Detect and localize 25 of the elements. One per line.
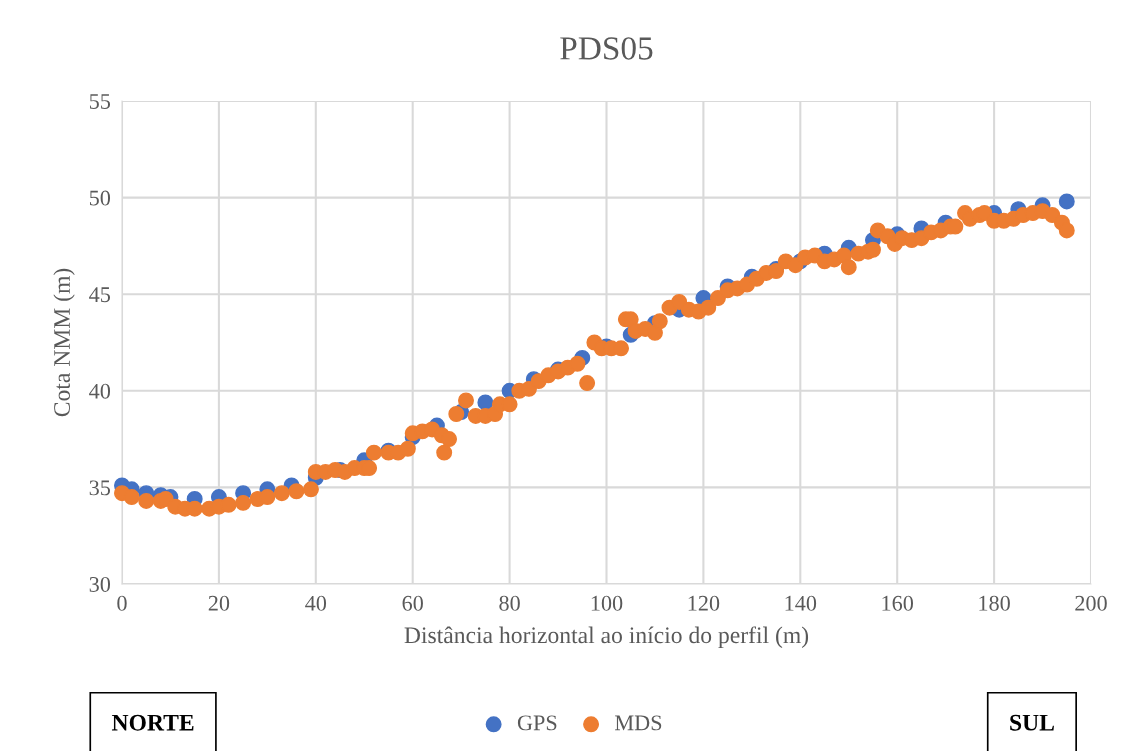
text: NORTE	[111, 714, 194, 731]
y-axis-title: Cota NMM (m)	[53, 268, 75, 417]
x-tick-label: 20	[208, 595, 230, 611]
x-axis-title: Distância horizontal ao início do perfil (m)	[404, 626, 809, 649]
y-tick-label: 35	[89, 480, 111, 496]
x-tick-label: 140	[785, 595, 817, 611]
x-tick-label: 200	[1075, 595, 1107, 611]
x-tick-label: 120	[688, 595, 720, 611]
x-tick-label: 160	[882, 595, 914, 611]
chart-title: PDS05	[560, 37, 653, 60]
x-tick-label: 0	[117, 595, 127, 611]
point	[1058, 193, 1075, 210]
y-tick-label: 40	[89, 383, 111, 399]
legend-label: GPS	[517, 715, 557, 731]
x-tick-label: 80	[499, 595, 520, 611]
text: SUL	[1010, 714, 1054, 731]
y-tick-label: 50	[89, 190, 111, 206]
y-tick-label: 30	[89, 576, 111, 592]
y-tick-label: 45	[89, 287, 111, 303]
legend-label: MDS	[615, 715, 662, 731]
y-tick-label: 55	[89, 94, 111, 109]
x-tick-label: 60	[402, 595, 423, 611]
x-tick-label: 100	[591, 595, 623, 611]
x-tick-label: 40	[305, 595, 327, 611]
x-tick-label: 180	[979, 595, 1010, 611]
